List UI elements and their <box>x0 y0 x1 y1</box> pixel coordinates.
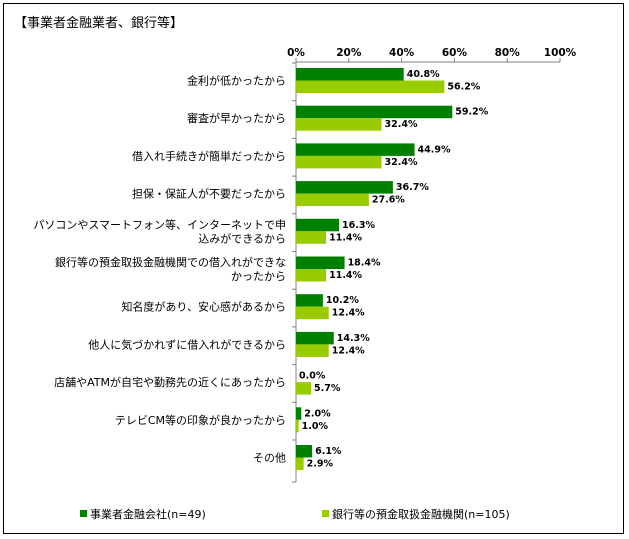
x-tick-label: 100% <box>544 47 577 59</box>
bar-series-2 <box>296 344 329 357</box>
data-label-series-1: 18.4% <box>348 258 381 269</box>
category-label: 借入れ手続きが簡単だったから <box>132 149 286 163</box>
legend-label-series-1: 事業者金融会社(n=49) <box>90 507 206 521</box>
category-label: かったから <box>231 270 286 283</box>
bar-series-1 <box>296 256 345 269</box>
chart-title: 【事業者金融業者、銀行等】 <box>14 16 184 31</box>
data-label-series-1: 0.0% <box>299 371 326 382</box>
category-label: 知名度があり、安心感があるから <box>121 300 286 314</box>
data-label-series-2: 1.0% <box>302 421 329 432</box>
data-label-series-2: 11.4% <box>329 270 362 281</box>
legend-swatch-series-2 <box>322 510 329 517</box>
bar-series-2 <box>296 306 329 320</box>
data-label-series-2: 12.4% <box>332 308 365 319</box>
category-label: 他人に気づかれずに借入れができるから <box>88 337 286 351</box>
category-label: 込みができるから <box>198 231 286 245</box>
x-tick-label: 0% <box>287 47 305 59</box>
bar-series-2 <box>296 457 304 470</box>
category-label: パソコンやスマートフォン等、インターネットで申 <box>33 217 286 231</box>
bar-series-1 <box>296 331 334 345</box>
data-label-series-2: 56.2% <box>447 82 480 93</box>
category-label: テレビCM等の印象が良かったから <box>115 413 286 427</box>
category-label: その他 <box>253 452 286 465</box>
x-tick-label: 40% <box>389 47 415 59</box>
bar-series-2 <box>296 419 299 433</box>
data-label-series-1: 44.9% <box>418 144 451 155</box>
x-tick-label: 60% <box>442 47 468 59</box>
bar-series-1 <box>296 294 323 307</box>
data-label-series-1: 2.0% <box>304 408 331 419</box>
data-label-series-1: 14.3% <box>337 333 370 344</box>
data-label-series-1: 16.3% <box>342 220 375 231</box>
bar-series-2 <box>296 382 312 395</box>
bar-series-1 <box>296 218 340 232</box>
x-tick-label: 20% <box>336 47 362 59</box>
category-label: 金利が低かったから <box>187 74 286 88</box>
data-label-series-2: 27.6% <box>372 195 405 206</box>
data-label-series-1: 59.2% <box>455 107 488 118</box>
bar-series-2 <box>296 269 327 282</box>
data-label-series-2: 2.9% <box>307 459 334 470</box>
legend-swatch-series-1 <box>80 510 87 517</box>
data-label-series-2: 12.4% <box>332 345 365 356</box>
bar-series-2 <box>296 118 382 131</box>
bar-series-1 <box>296 143 415 156</box>
bar-series-2 <box>296 193 369 207</box>
category-label: 銀行等の預金取扱金融機関での借入れができな <box>55 255 286 269</box>
category-label: 担保・保証人が不要だったから <box>132 187 286 201</box>
data-label-series-1: 6.1% <box>315 446 342 457</box>
bar-series-1 <box>296 181 393 194</box>
bar-series-2 <box>296 80 445 93</box>
legend-label-series-2: 銀行等の預金取扱金融機関(n=105) <box>332 507 510 521</box>
category-label: 店舗やATMが自宅や勤務先の近くにあったから <box>54 375 286 389</box>
data-label-series-2: 5.7% <box>314 383 341 394</box>
category-label: 審査が早かったから <box>187 111 286 125</box>
bar-series-1 <box>296 407 302 420</box>
bar-series-1 <box>296 68 404 81</box>
data-label-series-2: 32.4% <box>385 157 418 168</box>
x-tick-label: 80% <box>495 47 521 59</box>
bar-series-2 <box>296 155 382 169</box>
bar-series-1 <box>296 445 313 458</box>
data-label-series-2: 11.4% <box>329 232 362 243</box>
data-label-series-1: 40.8% <box>407 69 440 80</box>
bar-series-1 <box>296 105 453 119</box>
bar-series-2 <box>296 231 327 244</box>
data-label-series-1: 10.2% <box>326 295 359 306</box>
data-label-series-1: 36.7% <box>396 182 429 193</box>
data-label-series-2: 32.4% <box>385 119 418 130</box>
